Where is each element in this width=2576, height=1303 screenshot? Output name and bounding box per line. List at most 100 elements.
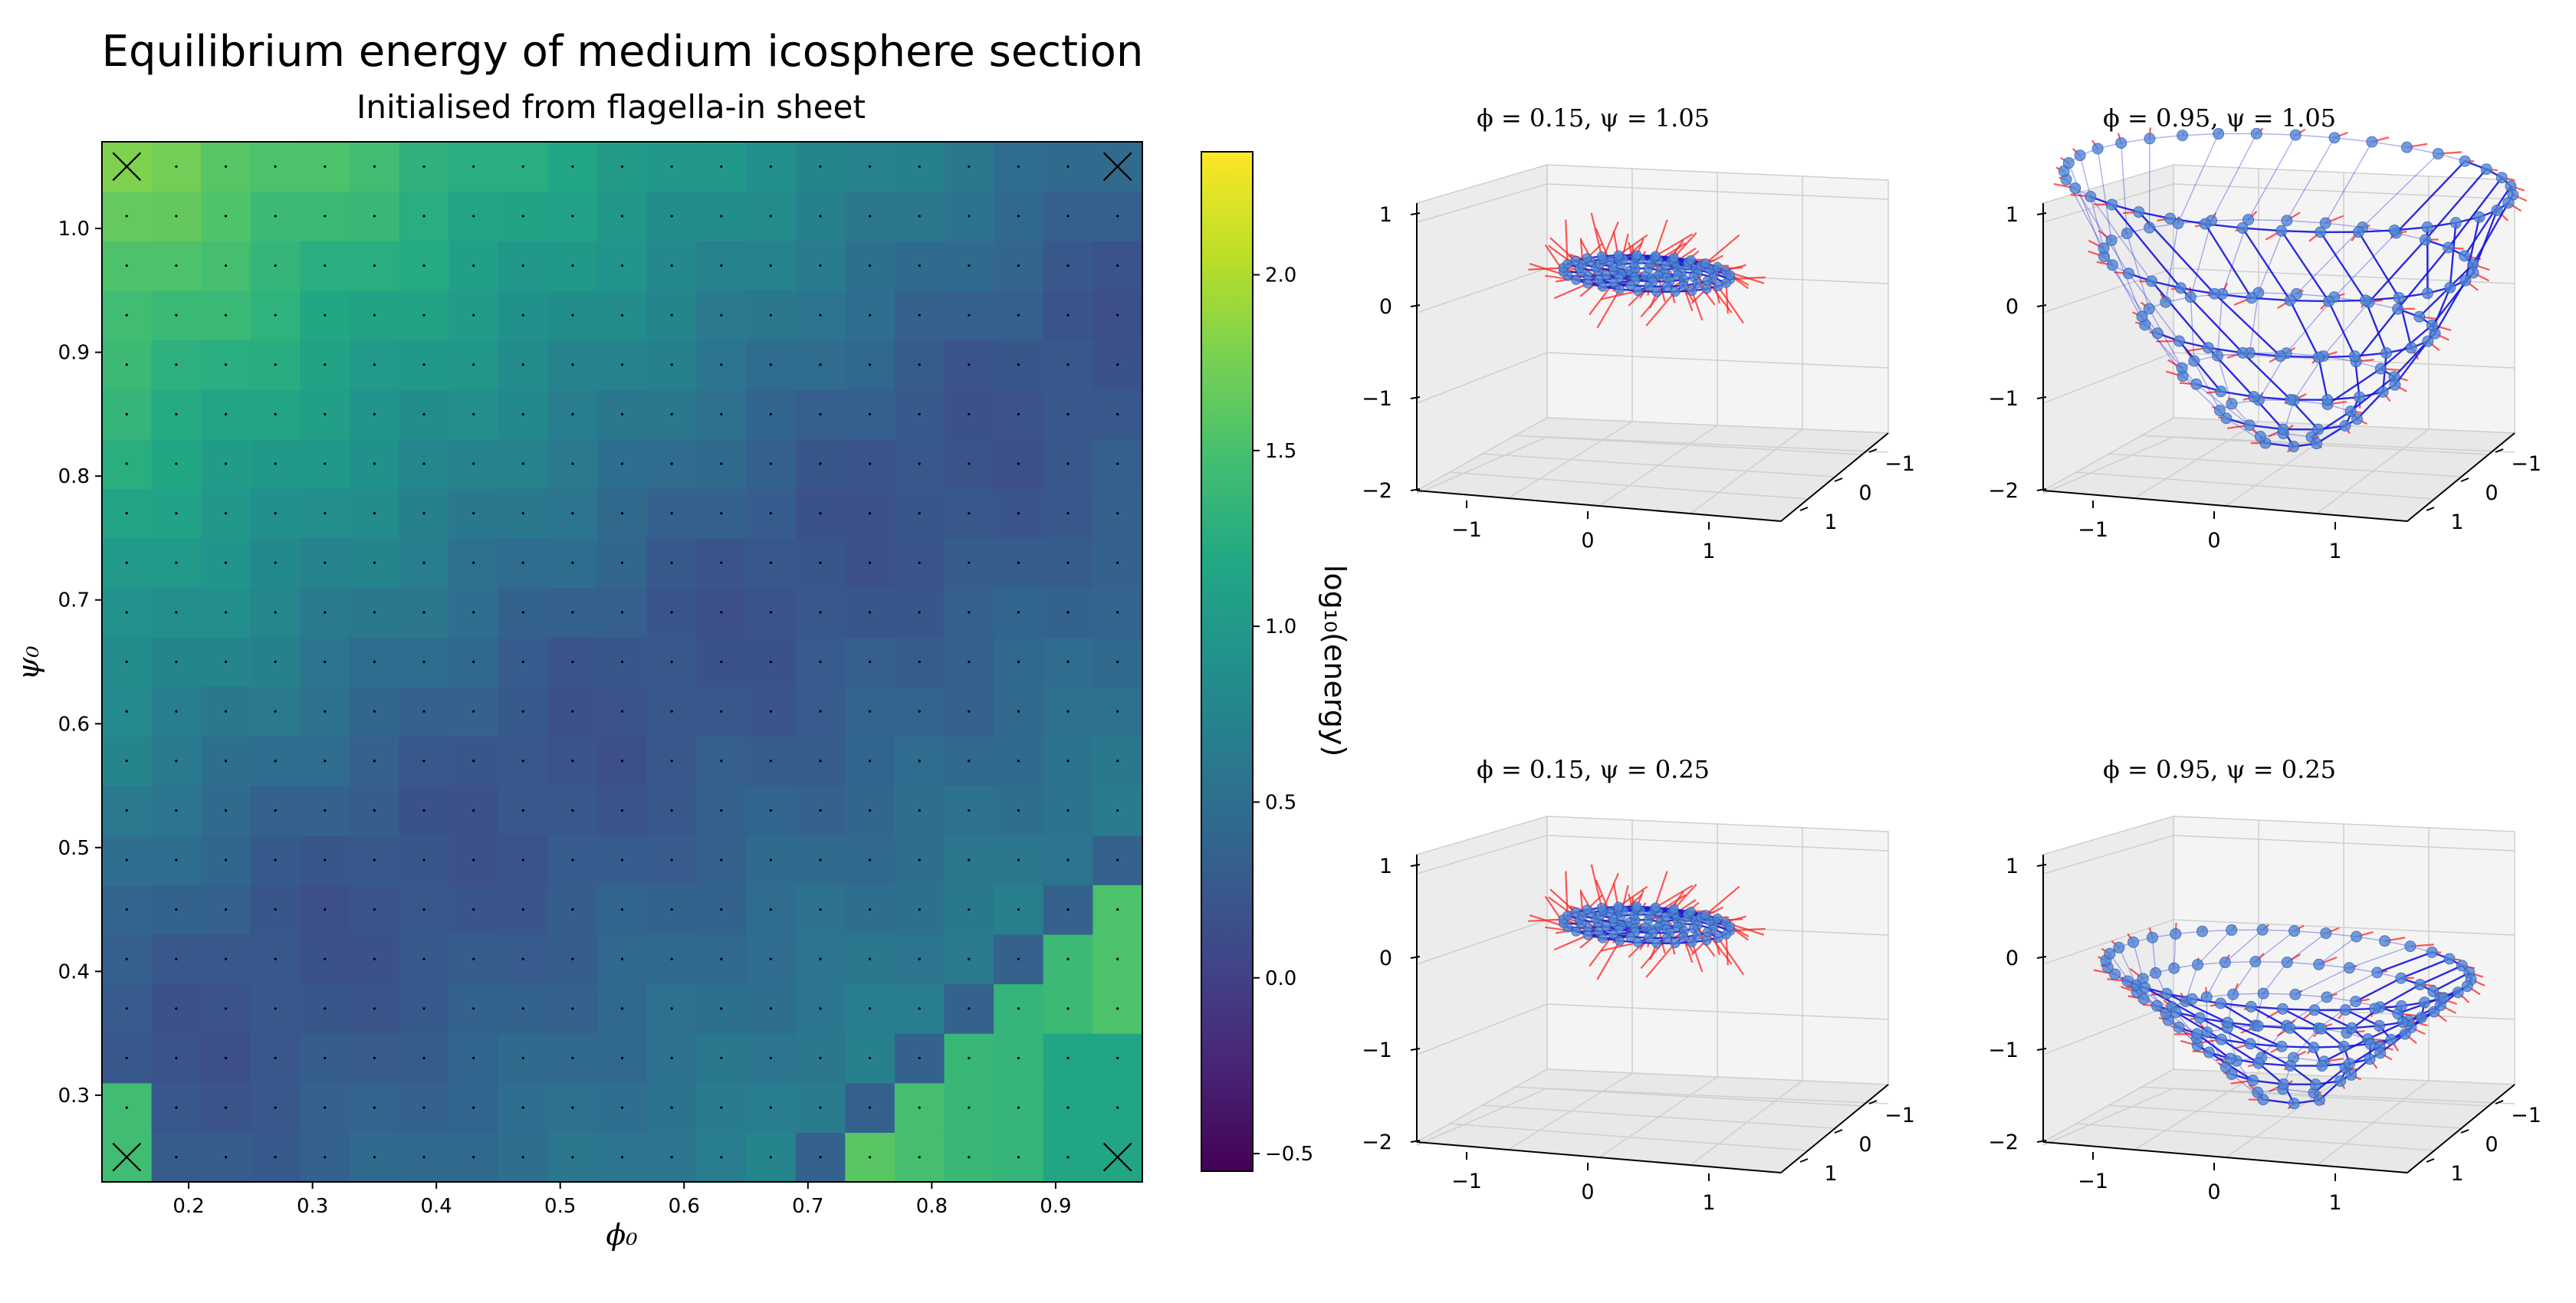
mesh-node [2405, 342, 2417, 354]
heatmap-point [175, 660, 178, 664]
mesh-edge [2449, 222, 2457, 288]
heatmap-point [472, 1106, 475, 1109]
heatmap-point [670, 561, 673, 564]
x-tick-label: 0 [2207, 1180, 2220, 1204]
mesh-edge [2379, 983, 2421, 1008]
mesh-edge [2216, 294, 2223, 356]
mesh-node [1608, 929, 1618, 940]
y-tick-mark [2426, 1158, 2435, 1163]
mesh-edge [2175, 1011, 2223, 1041]
mesh-node [2343, 962, 2355, 974]
colorbar-ticks: −0.5 0.0 0.5 1.0 1.5 2.0 [1253, 264, 1313, 1166]
heatmap-point [1116, 1007, 1119, 1010]
mesh-node [2359, 294, 2371, 307]
mesh-node [2467, 267, 2479, 279]
heatmap-point [968, 264, 971, 267]
force-arrow [1601, 290, 1638, 300]
heatmap-point [918, 363, 921, 366]
mesh-node [2351, 930, 2363, 943]
mesh-edge [2242, 227, 2292, 301]
mesh-node [2308, 1004, 2321, 1016]
mesh-node [2404, 940, 2417, 953]
mesh-node [2211, 350, 2223, 362]
y-tick-mark [1799, 1158, 1809, 1163]
heatmap-point [769, 363, 772, 366]
mesh-node [1678, 932, 1689, 943]
mesh-edge [2292, 1028, 2319, 1058]
heatmap-point [224, 809, 228, 812]
heatmap-point [918, 561, 921, 564]
x-marker [1102, 152, 1132, 182]
heatmap-point [670, 1106, 673, 1109]
mesh-edge [2185, 964, 2199, 1002]
corner-x-markers [112, 152, 1132, 1172]
heatmap-point [769, 1106, 772, 1109]
mesh-node [1582, 253, 1592, 264]
mesh-node [1571, 926, 1582, 937]
x-tick-label: 0.4 [420, 1195, 452, 1218]
mesh-node [1608, 277, 1618, 288]
heatmap-point [620, 1056, 624, 1060]
heatmap-point [224, 462, 228, 465]
mesh-node [2215, 1033, 2227, 1045]
heatmap-point [472, 660, 475, 664]
heatmap-point [324, 611, 327, 614]
mesh-node [2313, 1094, 2325, 1106]
heatmap-point [373, 660, 376, 664]
y-tick-label: 1 [1824, 510, 1837, 534]
heatmap-point [1017, 165, 1020, 168]
mesh-edge [2464, 216, 2481, 281]
heatmap-point [968, 561, 971, 564]
mesh-node [2254, 431, 2266, 443]
heatmap-point [620, 1156, 624, 1159]
heatmap-point [918, 1007, 921, 1010]
heatmap-point [521, 957, 524, 960]
force-arrow [1654, 233, 1694, 257]
panel-axes-box [1414, 163, 1890, 522]
heatmap-point [670, 165, 673, 168]
mesh-edge [2325, 141, 2373, 224]
mesh-node [1692, 278, 1703, 289]
heatmap-point [1017, 412, 1020, 416]
mesh-node [2397, 1016, 2409, 1029]
heatmap-point [422, 611, 426, 614]
heatmap-point [571, 264, 574, 267]
heatmap-point [571, 809, 574, 812]
mesh-node [1596, 251, 1607, 261]
mesh-node [2491, 204, 2503, 216]
heatmap-point [373, 462, 376, 465]
mesh-edge [2328, 300, 2356, 357]
heatmap-point [1116, 512, 1119, 515]
mesh-node [2219, 957, 2231, 969]
heatmap-point [868, 809, 872, 812]
heatmap-point [125, 1056, 128, 1060]
heatmap-point [868, 512, 872, 515]
heatmap-point [521, 1156, 524, 1159]
heatmap-point [620, 561, 624, 564]
mesh-node [2308, 1042, 2320, 1054]
mesh-nodes [2100, 924, 2477, 1110]
heatmap-point [175, 908, 178, 911]
heatmap-point [422, 363, 426, 366]
mesh-edge [2197, 929, 2233, 966]
panel-title: ϕ = 0.95, ψ = 1.05 [2103, 103, 2336, 133]
mesh-node [2222, 1016, 2234, 1029]
mesh-edge [2355, 977, 2402, 1003]
mesh-edge [2334, 136, 2372, 143]
heatmap-point [1066, 1056, 1070, 1060]
mesh-edge [2318, 356, 2328, 400]
heatmap-point [620, 412, 624, 416]
heatmap-point [224, 412, 228, 416]
heatmap-point [175, 611, 178, 614]
z-tick-label: −1 [1988, 1039, 2019, 1062]
heatmap-point [324, 462, 327, 465]
heatmap-point [521, 412, 524, 416]
force-arrow [1618, 234, 1648, 256]
mesh-node [2136, 310, 2148, 323]
heatmap-point [819, 760, 822, 763]
heatmap-point [1116, 313, 1119, 317]
heatmap-point [769, 908, 772, 911]
z-tick-mark [2036, 212, 2047, 215]
mesh-node [1661, 933, 1672, 944]
mesh-node [2432, 148, 2444, 160]
